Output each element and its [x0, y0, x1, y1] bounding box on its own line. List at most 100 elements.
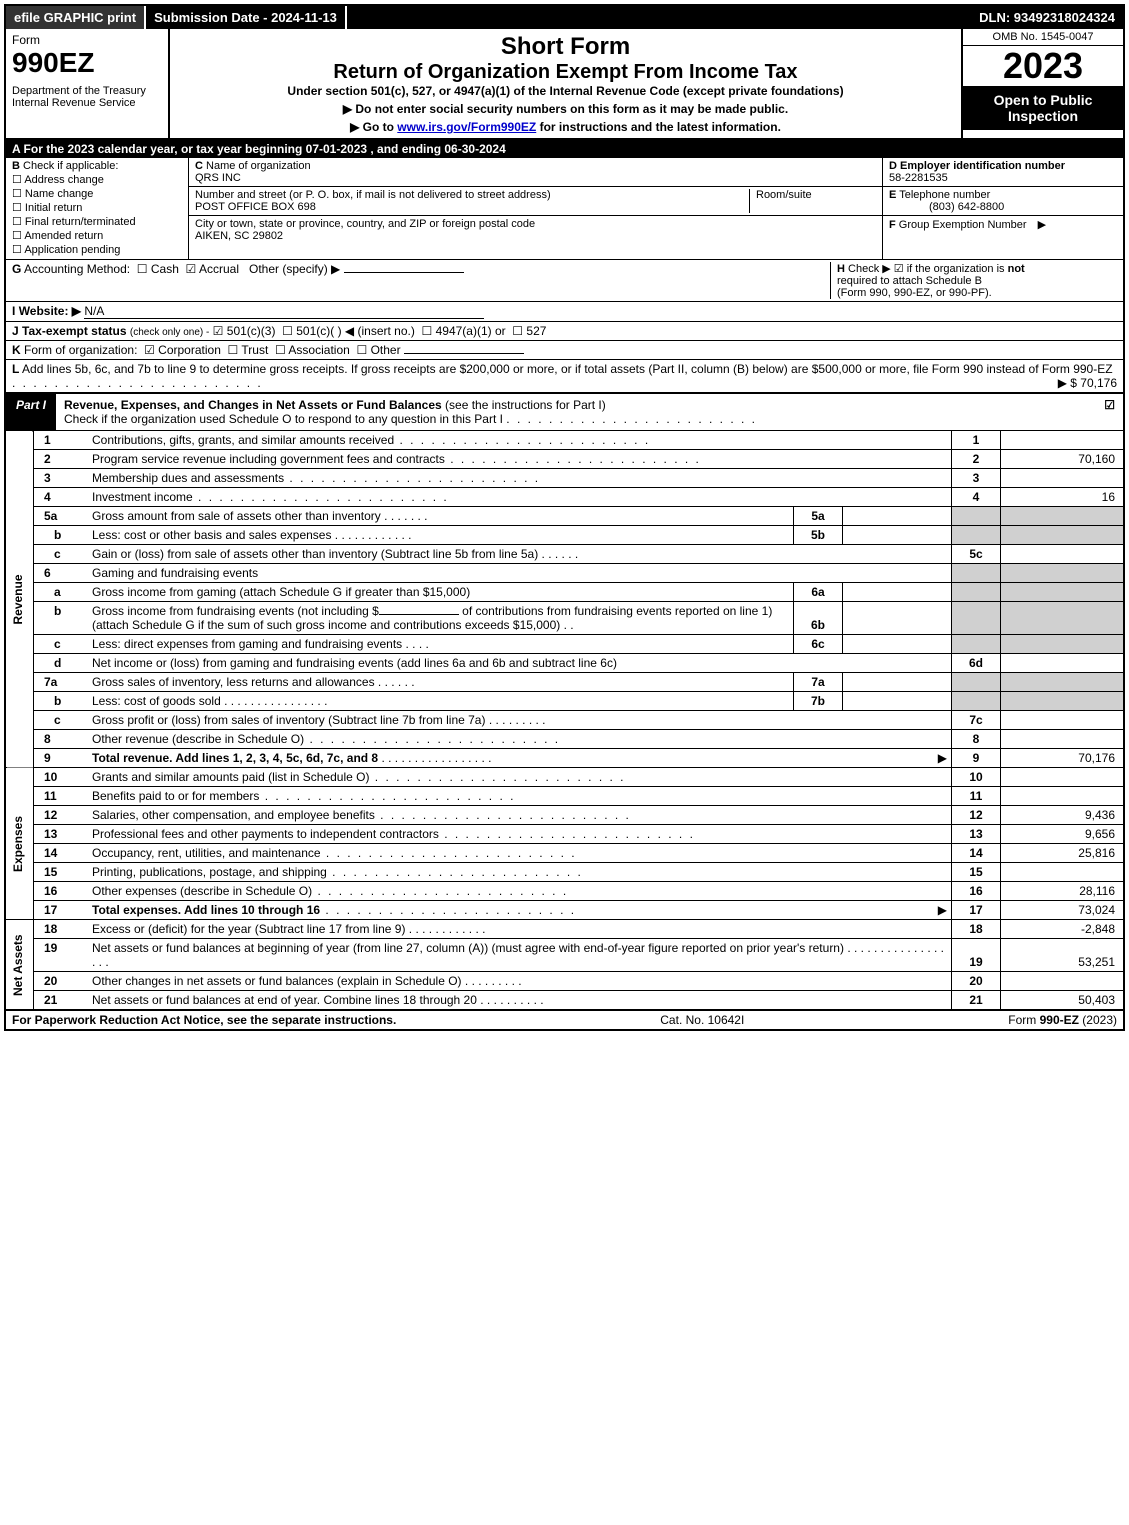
line-6a-sval: [843, 583, 952, 602]
line-6a-desc: Gross income from gaming (attach Schedul…: [92, 585, 470, 599]
accounting-method-label: Accounting Method:: [24, 262, 130, 276]
line-14-desc: Occupancy, rent, utilities, and maintena…: [92, 846, 321, 860]
line-6d: d Net income or (loss) from gaming and f…: [6, 654, 1123, 673]
line-7a-vshade: [1001, 673, 1124, 692]
501c3-label[interactable]: 501(c)(3): [227, 324, 276, 338]
line-6d-desc: Net income or (loss) from gaming and fun…: [92, 656, 617, 670]
line-18-num: 18: [33, 920, 88, 939]
line-6d-num: d: [33, 654, 88, 673]
line-1-desc: Contributions, gifts, grants, and simila…: [92, 433, 394, 447]
line-1-rnum: 1: [952, 431, 1001, 450]
line-7b-snum: 7b: [794, 692, 843, 711]
line-7c-num: c: [33, 711, 88, 730]
header-center: Short Form Return of Organization Exempt…: [170, 29, 961, 138]
line-6b-blank[interactable]: [379, 614, 459, 615]
501c-label[interactable]: 501(c)( ): [296, 324, 341, 338]
line-10-rnum: 10: [952, 768, 1001, 787]
line-5a-snum: 5a: [794, 507, 843, 526]
line-9-rnum: 9: [952, 749, 1001, 768]
name-label: Name of organization: [206, 160, 311, 172]
line-18-rnum: 18: [952, 920, 1001, 939]
line-17-arrow: ▶: [938, 903, 947, 917]
line-13-val: 9,656: [1001, 825, 1124, 844]
line-7b-desc: Less: cost of goods sold: [92, 694, 221, 708]
line-7a-snum: 7a: [794, 673, 843, 692]
line-6b-sval: [843, 602, 952, 635]
other-label[interactable]: Other (specify) ▶: [249, 262, 340, 276]
form-header: Form 990EZ Department of the Treasury In…: [6, 29, 1123, 140]
part1-table: Revenue 1 Contributions, gifts, grants, …: [6, 431, 1123, 1010]
footer-right: Form 990-EZ (2023): [1008, 1013, 1117, 1027]
org-name-row: C Name of organization QRS INC: [189, 158, 882, 187]
4947-label[interactable]: 4947(a)(1) or: [436, 324, 506, 338]
line-7a-num: 7a: [33, 673, 88, 692]
room-label: Room/suite: [756, 189, 812, 201]
line-6b-vshade: [1001, 602, 1124, 635]
line-13-rnum: 13: [952, 825, 1001, 844]
checkbox-amended-return[interactable]: ☐ Amended return: [12, 229, 182, 242]
line-6c-vshade: [1001, 635, 1124, 654]
other-specify-line[interactable]: [344, 272, 464, 273]
top-bar: efile GRAPHIC print Submission Date - 20…: [6, 6, 1123, 29]
line-2-val: 70,160: [1001, 450, 1124, 469]
trust-label[interactable]: Trust: [241, 343, 268, 357]
line-5c-val: [1001, 545, 1124, 564]
line-15: 15 Printing, publications, postage, and …: [6, 863, 1123, 882]
checkbox-name-change[interactable]: ☐ Name change: [12, 187, 182, 200]
name-change-label: Name change: [25, 188, 94, 200]
line-4-dots: [193, 490, 449, 504]
line-4-num: 4: [33, 488, 88, 507]
section-i-label: I: [12, 304, 15, 318]
line-3: 3 Membership dues and assessments 3: [6, 469, 1123, 488]
other-org-line[interactable]: [404, 353, 524, 354]
line-21-val: 50,403: [1001, 991, 1124, 1010]
final-return-label: Final return/terminated: [25, 216, 136, 228]
expenses-side-label: Expenses: [6, 768, 33, 920]
line-11-val: [1001, 787, 1124, 806]
cash-label[interactable]: Cash: [151, 262, 179, 276]
checkbox-initial-return[interactable]: ☐ Initial return: [12, 201, 182, 214]
section-l-amount: ▶ $ 70,176: [1058, 376, 1117, 390]
section-g-h-row: G Accounting Method: ☐ Cash ☑ Accrual Ot…: [6, 260, 1123, 302]
ein-label: Employer identification number: [900, 160, 1065, 172]
line-7c-rnum: 7c: [952, 711, 1001, 730]
other-org-label[interactable]: Other: [371, 343, 401, 357]
group-arrow: ▶: [1038, 219, 1046, 231]
section-h: H Check ▶ ☑ if the organization is not r…: [830, 262, 1117, 299]
instr2-prefix: ▶ Go to: [350, 120, 397, 134]
checkbox-address-change[interactable]: ☐ Address change: [12, 173, 182, 186]
check-if-label: Check if applicable:: [23, 160, 118, 172]
line-13: 13 Professional fees and other payments …: [6, 825, 1123, 844]
accrual-label[interactable]: Accrual: [199, 262, 239, 276]
line-6b-num: b: [33, 602, 88, 635]
footer-right-suffix: (2023): [1079, 1013, 1117, 1027]
line-5c-num: c: [33, 545, 88, 564]
line-16-val: 28,116: [1001, 882, 1124, 901]
irs-link[interactable]: www.irs.gov/Form990EZ: [397, 120, 536, 134]
department-label: Department of the Treasury: [12, 85, 162, 97]
association-label[interactable]: Association: [288, 343, 349, 357]
part1-checkbox[interactable]: ☑: [1096, 394, 1123, 430]
dln-label: DLN: 93492318024324: [971, 6, 1123, 29]
insert-no: ◀ (insert no.): [345, 324, 415, 338]
corporation-label[interactable]: Corporation: [158, 343, 221, 357]
line-3-num: 3: [33, 469, 88, 488]
subtitle: Under section 501(c), 527, or 4947(a)(1)…: [176, 84, 955, 98]
line-11-rnum: 11: [952, 787, 1001, 806]
checkbox-final-return[interactable]: ☐ Final return/terminated: [12, 215, 182, 228]
line-2-rnum: 2: [952, 450, 1001, 469]
line-9-desc: Total revenue. Add lines 1, 2, 3, 4, 5c,…: [92, 751, 378, 765]
line-6c-snum: 6c: [794, 635, 843, 654]
527-label[interactable]: 527: [526, 324, 546, 338]
application-pending-label: Application pending: [24, 244, 120, 256]
line-16-desc: Other expenses (describe in Schedule O): [92, 884, 312, 898]
instruction-link-row: ▶ Go to www.irs.gov/Form990EZ for instru…: [176, 120, 955, 134]
section-h-text3: (Form 990, 990-EZ, or 990-PF).: [837, 287, 992, 299]
line-20-val: [1001, 972, 1124, 991]
line-11-dots: [259, 789, 515, 803]
line-3-desc: Membership dues and assessments: [92, 471, 284, 485]
line-6a-snum: 6a: [794, 583, 843, 602]
line-6d-rnum: 6d: [952, 654, 1001, 673]
line-6c-desc: Less: direct expenses from gaming and fu…: [92, 637, 402, 651]
checkbox-application-pending[interactable]: ☐ Application pending: [12, 243, 182, 256]
